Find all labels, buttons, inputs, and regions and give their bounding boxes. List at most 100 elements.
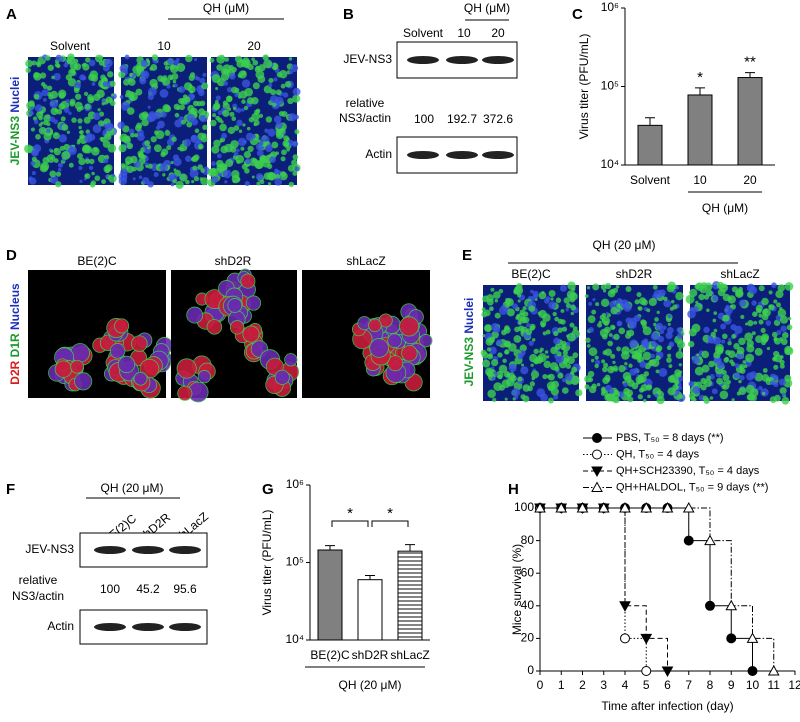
blot-band [407,56,439,64]
cell [274,369,290,385]
cell [769,396,777,404]
cell [555,297,562,303]
cell [553,394,559,400]
cell [676,340,686,349]
cell [77,118,83,124]
cell [604,282,612,290]
cell [696,353,700,357]
cell [60,116,66,122]
cell [616,308,621,313]
cell [758,313,763,318]
cell [540,322,546,328]
cell [498,306,508,315]
cell [538,350,543,354]
cell [743,364,748,369]
cell [153,57,158,61]
cell [267,128,276,137]
cell [491,358,499,367]
cell [172,79,177,84]
cell [571,366,578,373]
column-label: 20 [491,26,505,40]
cell [125,89,131,96]
cell [146,115,155,123]
cell [656,396,665,405]
cell [283,141,290,147]
cell [481,307,486,312]
cell [164,65,170,71]
cell [43,98,47,102]
cell [255,108,261,114]
cell [506,308,515,317]
point [576,501,589,513]
cell [251,175,255,179]
cell [159,162,169,172]
cell [30,127,35,132]
cell [280,156,286,162]
cell [53,72,61,81]
cell [768,304,775,311]
cell [778,378,786,386]
cell [286,147,290,152]
cell [655,322,664,331]
cell [715,343,724,353]
cell [613,396,620,404]
cell [491,322,499,331]
cell [705,289,713,297]
cell [560,309,565,313]
cell [588,301,593,306]
cell [637,394,643,400]
cell [222,100,228,106]
cell [779,387,787,395]
cell [493,291,501,299]
y-axis-label: Mice survival (%) [510,544,524,635]
cell [114,318,130,334]
panel-label: F [6,481,15,498]
cell [25,59,33,68]
point [683,535,694,546]
cell [265,144,273,153]
cell [713,311,718,315]
cell [55,181,62,188]
bar [637,124,663,166]
cell [641,340,650,349]
cell [63,143,71,151]
cell [612,365,618,371]
cell [570,376,580,386]
cell [154,130,159,135]
cell [635,354,641,360]
cell [491,366,495,370]
x-tick-label: 20 [743,173,757,187]
cell [170,161,174,165]
cell [712,336,722,345]
cell [246,97,254,105]
cell [584,384,590,390]
cell [672,304,678,310]
cell [201,82,209,90]
cell [269,156,276,164]
cell [84,173,91,180]
cell [735,289,744,299]
cell [663,299,672,308]
cell [575,389,583,397]
cell [58,56,64,62]
cell [699,286,707,294]
legend-marker [591,466,603,478]
cell [185,179,190,185]
cell [175,180,184,189]
cell [584,375,592,383]
legend-label: PBS, T₅₀ = 8 days (**) [616,432,724,444]
cell [566,332,576,342]
cell [731,398,735,402]
cell [727,340,732,346]
error-bar [365,574,375,580]
column-label: shLacZ [720,267,759,281]
x-tick-label: 1 [558,678,565,692]
cell [123,136,131,144]
cell [523,311,529,317]
cell [118,71,126,79]
cell [601,316,611,325]
cell [607,340,614,347]
blot-label: JEV-NS3 [25,542,74,556]
cell [108,98,114,103]
point [661,666,674,678]
